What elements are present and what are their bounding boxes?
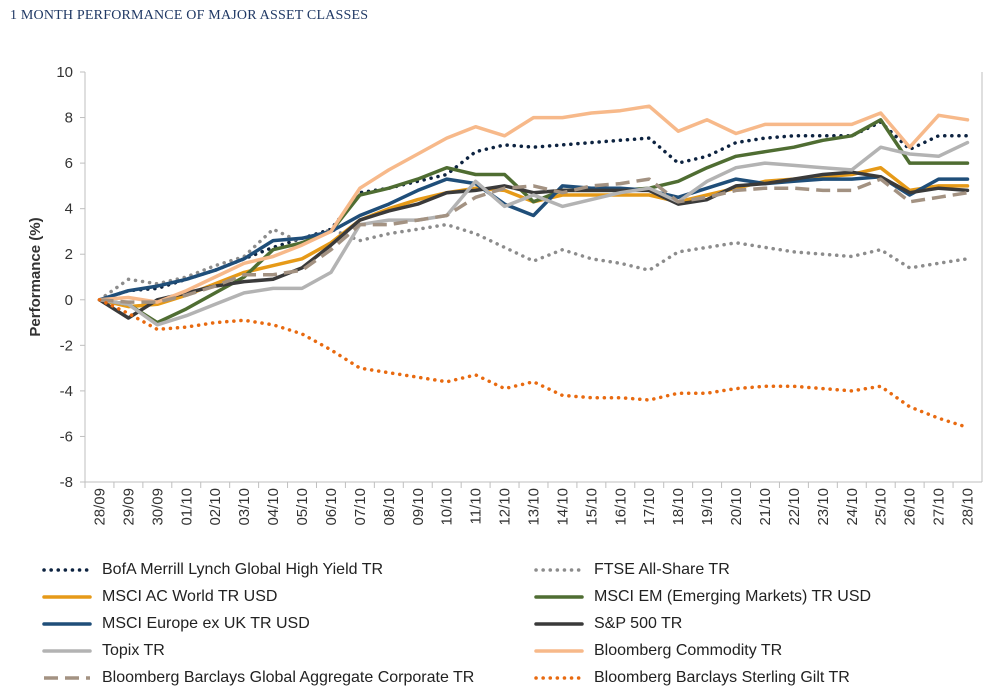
legend-swatch [44, 676, 90, 680]
x-tick-label: 27/10 [931, 488, 948, 526]
y-tick-label: -6 [60, 428, 73, 445]
x-tick-label: 26/10 [902, 488, 919, 526]
x-tick-label: 23/10 [815, 488, 832, 526]
x-tick-label: 14/10 [554, 488, 571, 526]
legend-item: Bloomberg Barclays Global Aggregate Corp… [40, 666, 474, 690]
x-tick-label: 02/10 [207, 488, 224, 526]
legend-swatch [42, 568, 92, 572]
x-tick-label: 24/10 [844, 488, 861, 526]
x-tick-label: 03/10 [236, 488, 253, 526]
y-tick-label: 0 [65, 292, 73, 309]
y-tick-label: 10 [56, 64, 73, 81]
y-tick-label: -2 [60, 337, 73, 354]
x-tick-label: 15/10 [583, 488, 600, 526]
x-tick-label: 16/10 [612, 488, 629, 526]
y-tick-label: 6 [65, 155, 73, 172]
x-tick-label: 07/10 [352, 488, 369, 526]
y-tick-label: 4 [65, 201, 73, 218]
x-tick-label: 17/10 [641, 488, 658, 526]
legend-item: MSCI EM (Emerging Markets) TR USD [532, 585, 871, 609]
x-tick-label: 06/10 [323, 488, 340, 526]
series-line-8 [97, 104, 970, 304]
legend-label: MSCI Europe ex UK TR USD [102, 615, 310, 632]
x-tick-label: 12/10 [497, 488, 514, 526]
y-tick-label: -4 [60, 383, 73, 400]
x-tick-label: 25/10 [873, 488, 890, 526]
legend-swatch [534, 568, 584, 572]
legend-label: Topix TR [102, 642, 165, 659]
x-tick-label: 20/10 [728, 488, 745, 526]
chart-title: 1 MONTH PERFORMANCE OF MAJOR ASSET CLASS… [10, 8, 369, 23]
legend-item: MSCI Europe ex UK TR USD [40, 612, 310, 636]
x-tick-label: 18/10 [670, 488, 687, 526]
series-line-2 [97, 222, 970, 302]
series-line-4 [97, 118, 970, 325]
x-tick-label: 08/10 [381, 488, 398, 526]
legend-label: BofA Merrill Lynch Global High Yield TR [102, 561, 384, 578]
series-line-10 [97, 298, 970, 430]
x-tick-label: 28/10 [960, 488, 977, 526]
legend-swatch [42, 595, 92, 599]
legend-swatch [42, 622, 92, 626]
legend-swatch [534, 676, 584, 680]
legend-item: Bloomberg Commodity TR [532, 639, 782, 663]
x-tick-label: 21/10 [757, 488, 774, 526]
legend-item: Bloomberg Barclays Sterling Gilt TR [532, 666, 850, 690]
legend-label: Bloomberg Barclays Global Aggregate Corp… [102, 669, 475, 686]
legend-swatch [42, 649, 92, 653]
legend-label: MSCI EM (Emerging Markets) TR USD [594, 588, 872, 605]
line-chart: 10 8 6 4 2 0 -2 -4 -6 -8 28/09 29/09 30/09 01/10 02/10… [27, 64, 983, 526]
x-tick-label: 22/10 [786, 488, 803, 526]
x-tick-label: 13/10 [526, 488, 543, 526]
x-tick-label: 19/10 [699, 488, 716, 526]
x-tick-label: 04/10 [265, 488, 282, 526]
x-tick-label: 01/10 [178, 488, 195, 526]
legend-item: Topix TR [40, 639, 165, 663]
x-tick-label: 11/10 [468, 488, 485, 524]
series-line-1 [97, 120, 970, 302]
legend-item: S&P 500 TR [532, 612, 682, 636]
y-tick-label: 8 [65, 110, 73, 127]
y-tick-label: 2 [65, 246, 73, 263]
series-line-5 [97, 175, 970, 302]
legend-label: Bloomberg Barclays Sterling Gilt TR [594, 669, 850, 686]
y-tick-label: -8 [60, 474, 73, 491]
legend-item: BofA Merrill Lynch Global High Yield TR [40, 558, 383, 582]
x-tick-label: 29/09 [120, 488, 137, 526]
x-tick-label: 30/09 [149, 488, 166, 526]
series-line-6 [97, 170, 970, 320]
y-axis-title: Performance (%) [27, 217, 44, 336]
x-tick-label: 05/10 [294, 488, 311, 526]
legend-label: MSCI AC World TR USD [102, 588, 278, 605]
legend-label: FTSE All-Share TR [594, 561, 730, 578]
x-tick-label: 10/10 [439, 488, 456, 526]
legend-swatch [534, 595, 584, 599]
legend-label: Bloomberg Commodity TR [594, 642, 783, 659]
legend-item: FTSE All-Share TR [532, 558, 730, 582]
series-line-7 [97, 140, 970, 327]
legend-item: MSCI AC World TR USD [40, 585, 277, 609]
x-tick-label: 28/09 [91, 488, 108, 526]
x-tick-label: 09/10 [410, 488, 427, 526]
legend-swatch [534, 622, 584, 626]
legend-swatch [534, 649, 584, 653]
legend-label: S&P 500 TR [594, 615, 683, 632]
series-line-9 [99, 177, 968, 304]
